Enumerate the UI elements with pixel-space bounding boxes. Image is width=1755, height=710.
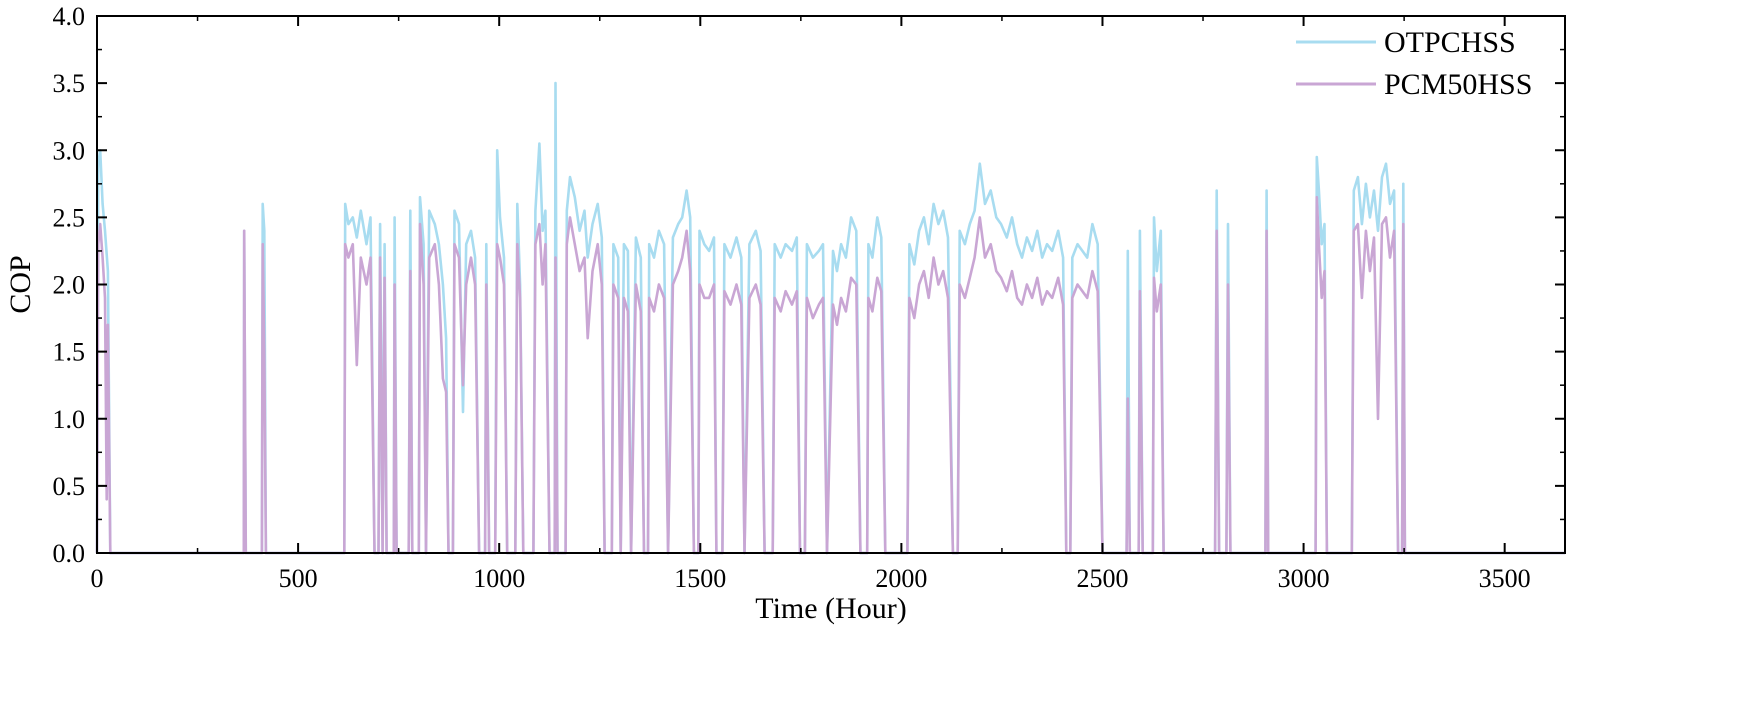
y-tick-label: 3.5 — [53, 69, 86, 98]
y-tick-label: 2.5 — [53, 203, 86, 232]
x-tick-label: 500 — [279, 564, 318, 593]
x-tick-label: 3500 — [1479, 564, 1531, 593]
y-tick-label: 0.0 — [53, 539, 86, 568]
x-tick-label: 3000 — [1278, 564, 1330, 593]
x-tick-label: 0 — [91, 564, 104, 593]
y-tick-label: 0.5 — [53, 472, 86, 501]
y-axis-title: COP — [4, 255, 37, 313]
y-tick-label: 1.5 — [53, 338, 86, 367]
y-tick-label: 3.0 — [53, 136, 86, 165]
series-layer — [95, 81, 1565, 555]
x-tick-label: 1500 — [674, 564, 726, 593]
series-line-otpchss — [95, 81, 1565, 555]
y-tick-label: 1.0 — [53, 405, 86, 434]
x-axis-title: Time (Hour) — [755, 592, 906, 625]
x-tick-label: 2000 — [875, 564, 927, 593]
y-tick-label: 2.0 — [53, 271, 86, 300]
ticks-layer: 0 500 1000 1500 2000 2500 3000 3500 0.0 0.5 1.0 1.5… — [53, 2, 1565, 593]
y-tick-label: 4.0 — [53, 2, 86, 31]
series-line-pcm50hss — [95, 195, 1565, 555]
x-tick-label: 1000 — [473, 564, 525, 593]
legend-label-pcm50hss: PCM50HSS — [1384, 68, 1532, 101]
x-tick-label: 2500 — [1076, 564, 1128, 593]
legend-label-otpchss: OTPCHSS — [1384, 26, 1516, 59]
plot-frame — [96, 15, 1566, 554]
legend: OTPCHSS PCM50HSS — [1296, 26, 1532, 101]
